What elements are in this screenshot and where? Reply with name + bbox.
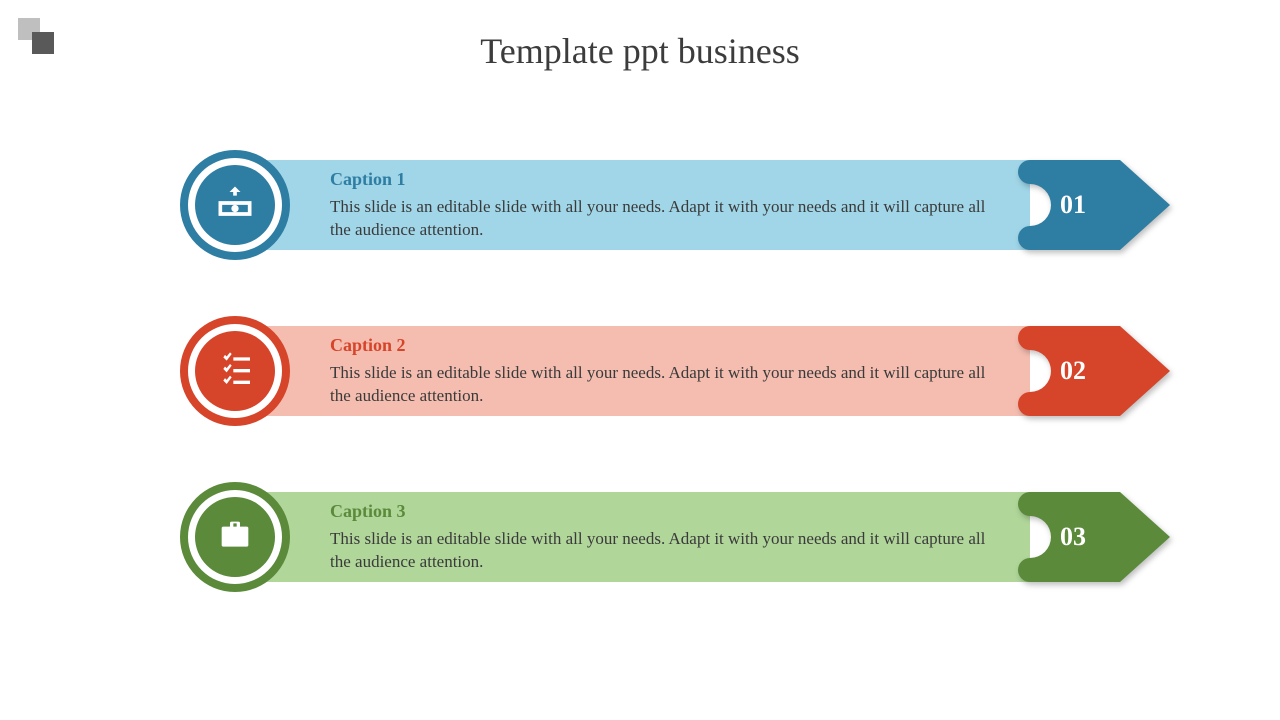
- row-2-circle: [180, 316, 290, 426]
- checklist-icon: [215, 349, 255, 394]
- row-1-number: 01: [1060, 160, 1086, 250]
- row-1-circle-inner: [195, 165, 275, 245]
- row-2-circle-inner: [195, 331, 275, 411]
- row-3-number: 03: [1060, 492, 1086, 582]
- row-3-circle-ring: [188, 490, 282, 584]
- row-2-arrow-shape: [1018, 326, 1170, 416]
- row-3-bar: Caption 3 This slide is an editable slid…: [240, 492, 1030, 582]
- row-3-body: This slide is an editable slide with all…: [330, 528, 1010, 574]
- row-3-circle: [180, 482, 290, 592]
- briefcase-icon: [215, 515, 255, 560]
- row-2-number: 02: [1060, 326, 1086, 416]
- row-2-caption: Caption 2: [330, 335, 1010, 356]
- row-3-circle-inner: [195, 497, 275, 577]
- row-2-body: This slide is an editable slide with all…: [330, 362, 1010, 408]
- row-1-bar: Caption 1 This slide is an editable slid…: [240, 160, 1030, 250]
- rows-container: Caption 1 This slide is an editable slid…: [180, 150, 1140, 648]
- row-1-arrow-shape: [1018, 160, 1170, 250]
- slide-title: Template ppt business: [0, 30, 1280, 72]
- row-3: Caption 3 This slide is an editable slid…: [180, 482, 1140, 592]
- row-1-caption: Caption 1: [330, 169, 1010, 190]
- row-1-body: This slide is an editable slide with all…: [330, 196, 1010, 242]
- row-2-circle-ring: [188, 324, 282, 418]
- row-1-arrow: 01: [1010, 160, 1170, 250]
- row-2-bar: Caption 2 This slide is an editable slid…: [240, 326, 1030, 416]
- row-3-arrow-shape: [1018, 492, 1170, 582]
- row-2: Caption 2 This slide is an editable slid…: [180, 316, 1140, 426]
- row-1-circle: [180, 150, 290, 260]
- row-3-caption: Caption 3: [330, 501, 1010, 522]
- money-icon: [213, 181, 257, 230]
- row-1-circle-ring: [188, 158, 282, 252]
- row-3-arrow: 03: [1010, 492, 1170, 582]
- row-2-arrow: 02: [1010, 326, 1170, 416]
- row-1: Caption 1 This slide is an editable slid…: [180, 150, 1140, 260]
